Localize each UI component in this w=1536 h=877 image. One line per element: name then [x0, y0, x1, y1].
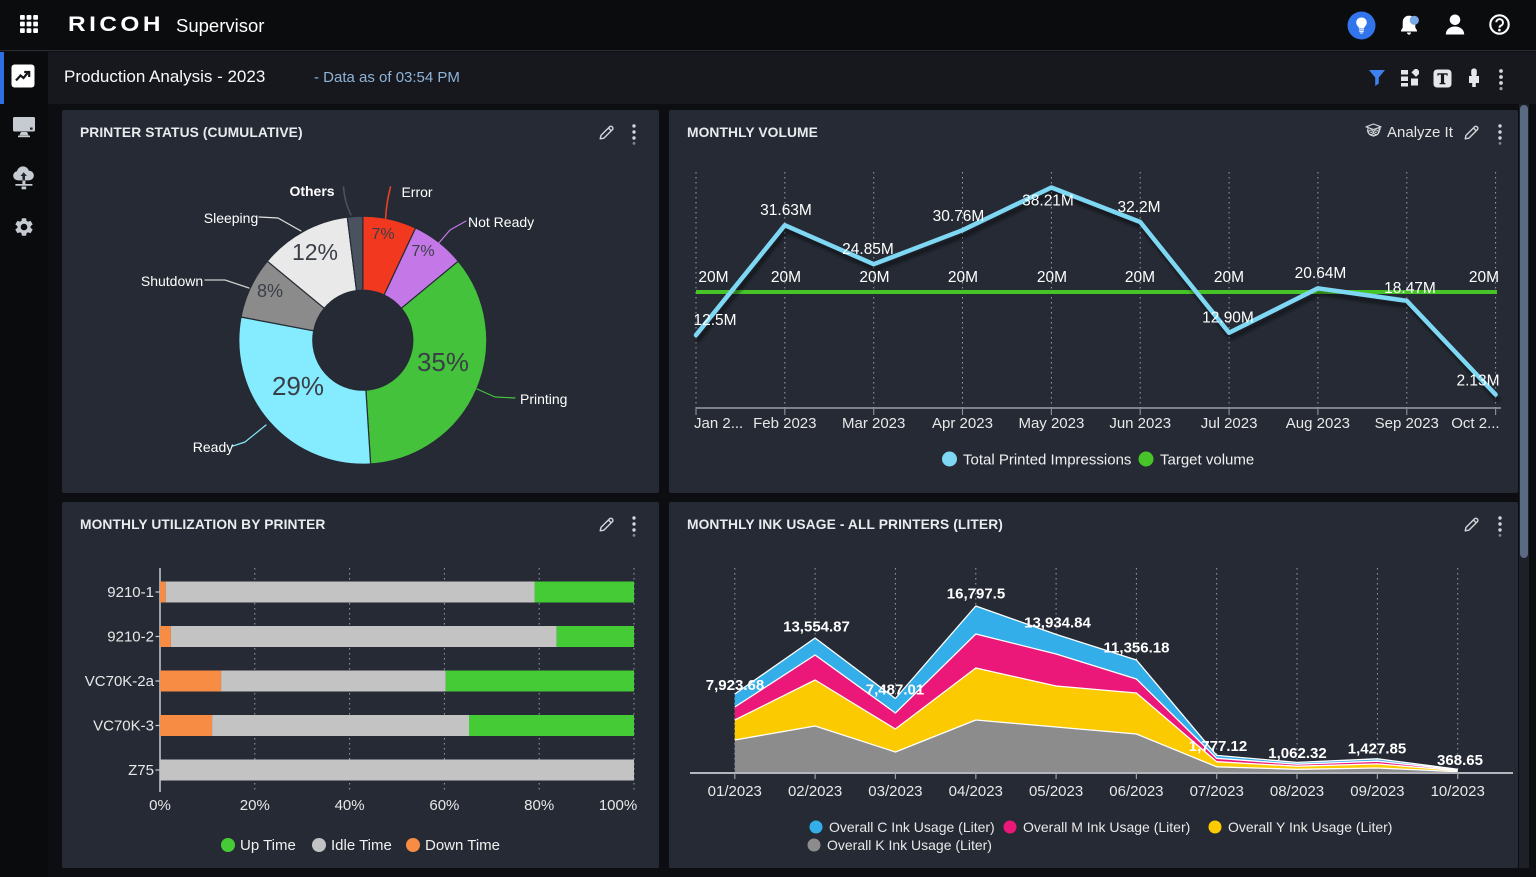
svg-text:12.90M: 12.90M: [1202, 310, 1254, 327]
svg-text:20M: 20M: [1037, 269, 1067, 286]
svg-text:Sep 2023: Sep 2023: [1375, 415, 1439, 432]
svg-text:8%: 8%: [257, 281, 283, 301]
svg-text:Jun 2023: Jun 2023: [1109, 415, 1171, 432]
svg-text:01/2023: 01/2023: [708, 783, 762, 800]
svg-text:7%: 7%: [371, 226, 394, 243]
svg-text:Feb 2023: Feb 2023: [753, 415, 816, 432]
svg-text:Ready: Ready: [193, 439, 233, 455]
svg-text:16,797.5: 16,797.5: [947, 586, 1005, 603]
svg-text:02/2023: 02/2023: [788, 783, 842, 800]
svg-text:09/2023: 09/2023: [1350, 783, 1404, 800]
svg-text:Printing: Printing: [520, 391, 567, 407]
svg-text:11,356.18: 11,356.18: [1104, 640, 1170, 657]
svg-text:Overall M Ink Usage (Liter): Overall M Ink Usage (Liter): [1023, 819, 1190, 835]
svg-text:Oct 2...: Oct 2...: [1451, 415, 1499, 432]
svg-text:20M: 20M: [1214, 269, 1244, 286]
svg-text:May 2023: May 2023: [1018, 415, 1084, 432]
svg-text:Total Printed Impressions: Total Printed Impressions: [963, 452, 1131, 469]
svg-text:Overall Y Ink Usage (Liter): Overall Y Ink Usage (Liter): [1228, 819, 1392, 835]
svg-text:2.13M: 2.13M: [1456, 373, 1499, 390]
svg-text:12.5M: 12.5M: [693, 312, 736, 329]
svg-text:40%: 40%: [335, 797, 365, 814]
svg-text:Overall K Ink Usage (Liter): Overall K Ink Usage (Liter): [827, 837, 992, 853]
svg-text:30.76M: 30.76M: [933, 208, 985, 225]
svg-text:1,777.12: 1,777.12: [1189, 738, 1247, 755]
svg-text:31.63M: 31.63M: [760, 202, 812, 219]
svg-text:20M: 20M: [1125, 269, 1155, 286]
svg-text:20M: 20M: [1469, 269, 1499, 286]
svg-text:0%: 0%: [149, 797, 171, 814]
svg-text:Apr 2023: Apr 2023: [932, 415, 993, 432]
svg-text:Jul 2023: Jul 2023: [1201, 415, 1258, 432]
svg-text:Jan 2...: Jan 2...: [694, 415, 743, 432]
svg-text:9210-1: 9210-1: [107, 584, 154, 601]
svg-text:24.85M: 24.85M: [842, 241, 894, 258]
svg-text:Others: Others: [289, 183, 334, 199]
svg-text:06/2023: 06/2023: [1109, 783, 1163, 800]
svg-text:32.2M: 32.2M: [1117, 199, 1160, 216]
svg-text:Mar 2023: Mar 2023: [842, 415, 905, 432]
svg-text:7,487.01: 7,487.01: [866, 682, 924, 699]
svg-text:368.65: 368.65: [1437, 752, 1483, 769]
svg-text:80%: 80%: [524, 797, 554, 814]
svg-text:7%: 7%: [411, 243, 434, 260]
svg-text:12%: 12%: [292, 239, 338, 265]
svg-text:VC70K-3: VC70K-3: [93, 718, 154, 735]
svg-text:Overall C Ink Usage (Liter): Overall C Ink Usage (Liter): [829, 819, 995, 835]
svg-text:20M: 20M: [859, 269, 889, 286]
svg-text:08/2023: 08/2023: [1270, 783, 1324, 800]
svg-text:Idle Time: Idle Time: [331, 837, 392, 854]
svg-text:1,062.32: 1,062.32: [1268, 745, 1326, 762]
svg-text:20M: 20M: [948, 269, 978, 286]
svg-text:20M: 20M: [698, 269, 728, 286]
svg-text:Shutdown: Shutdown: [141, 273, 203, 289]
svg-text:Error: Error: [401, 184, 432, 200]
svg-text:Down Time: Down Time: [425, 837, 500, 854]
svg-text:05/2023: 05/2023: [1029, 783, 1083, 800]
svg-text:03/2023: 03/2023: [868, 783, 922, 800]
svg-text:VC70K-2a: VC70K-2a: [85, 673, 155, 690]
svg-text:20M: 20M: [771, 269, 801, 286]
svg-text:9210-2: 9210-2: [107, 629, 154, 646]
svg-text:60%: 60%: [429, 797, 459, 814]
svg-text:35%: 35%: [417, 347, 469, 377]
svg-text:7,923.68: 7,923.68: [706, 677, 764, 694]
svg-text:Aug 2023: Aug 2023: [1286, 415, 1350, 432]
svg-text:1,427.85: 1,427.85: [1348, 741, 1406, 758]
svg-text:Z75: Z75: [128, 762, 154, 779]
svg-text:Sleeping: Sleeping: [204, 210, 259, 226]
svg-text:18.47M: 18.47M: [1384, 280, 1436, 297]
svg-text:29%: 29%: [272, 371, 324, 401]
svg-text:20%: 20%: [240, 797, 270, 814]
svg-text:38.21M: 38.21M: [1022, 193, 1074, 210]
svg-text:07/2023: 07/2023: [1190, 783, 1244, 800]
svg-text:13,934.84: 13,934.84: [1024, 615, 1091, 632]
svg-text:04/2023: 04/2023: [949, 783, 1003, 800]
svg-text:Not Ready: Not Ready: [468, 214, 534, 230]
svg-text:Up Time: Up Time: [240, 837, 296, 854]
svg-text:10/2023: 10/2023: [1431, 783, 1485, 800]
svg-text:20.64M: 20.64M: [1295, 265, 1347, 282]
svg-text:Target volume: Target volume: [1160, 452, 1254, 469]
svg-text:100%: 100%: [599, 797, 637, 814]
svg-text:13,554.87: 13,554.87: [783, 619, 850, 636]
